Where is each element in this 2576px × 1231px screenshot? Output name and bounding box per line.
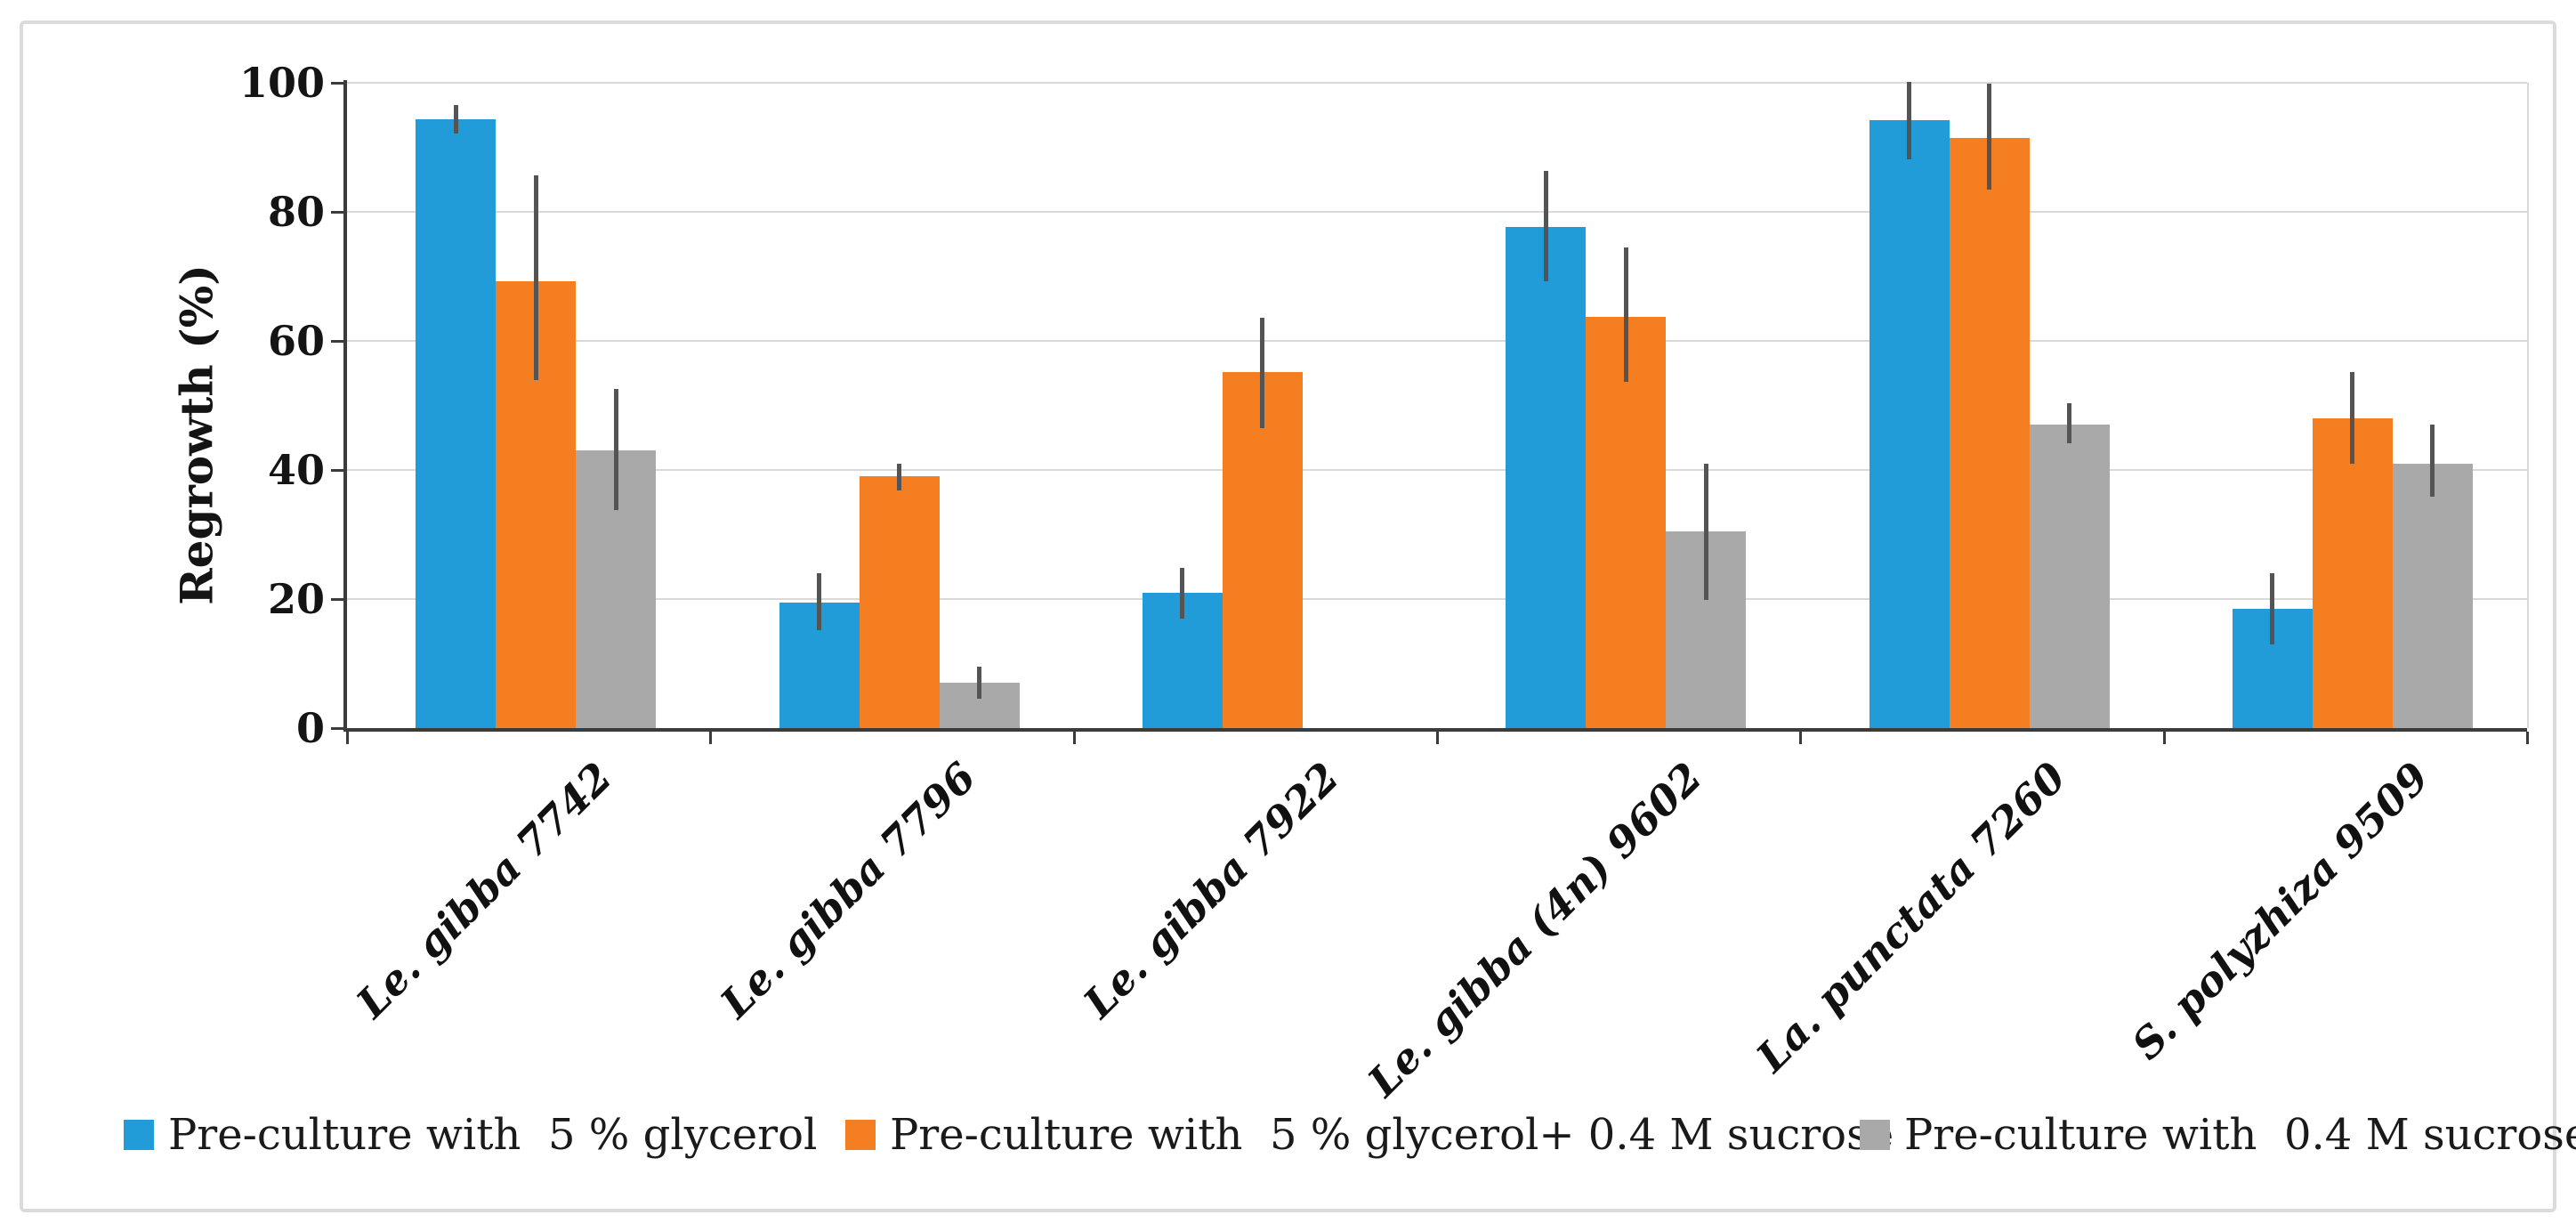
x-tick-6 <box>2526 732 2529 744</box>
gridline-80 <box>347 211 2527 213</box>
error-bar <box>1623 247 1628 383</box>
bar <box>2312 418 2393 728</box>
bar <box>859 476 940 728</box>
y-tick-label-40: 40 <box>267 446 325 494</box>
error-bar <box>453 105 458 134</box>
legend-label: Pre-culture with 5 % glycerol <box>168 1110 818 1160</box>
legend-swatch-icon <box>1860 1120 1890 1150</box>
y-axis-title: Regrowth (%) <box>170 264 223 605</box>
y-tick-40 <box>331 469 343 472</box>
gridline-40 <box>347 469 2527 471</box>
legend-item: Pre-culture with 0.4 M sucrose <box>1860 1113 2576 1157</box>
plot-right-border <box>2527 83 2529 728</box>
y-tick-label-60: 60 <box>267 317 325 365</box>
y-axis <box>343 80 347 732</box>
legend-label: Pre-culture with 5 % glycerol+ 0.4 M suc… <box>890 1110 1894 1160</box>
error-bar <box>533 174 538 381</box>
figure-border: Regrowth (%) 0 20 40 60 80 100 Le. gibba 7742 L… <box>20 20 2576 1212</box>
gridline-100 <box>347 82 2527 84</box>
legend-swatch-icon <box>124 1120 154 1150</box>
legend-item: Pre-culture with 5 % glycerol <box>124 1113 817 1157</box>
y-tick-label-0: 0 <box>295 704 325 752</box>
x-axis <box>343 728 2527 732</box>
bar <box>1869 120 1950 728</box>
error-bar <box>1907 81 1911 160</box>
bar <box>2392 463 2473 728</box>
x-tick-3 <box>1436 732 1439 744</box>
error-bar <box>2430 425 2435 498</box>
gridline-20 <box>347 598 2527 600</box>
error-bar <box>2270 573 2275 644</box>
y-tick-label-100: 100 <box>238 59 325 107</box>
bar <box>1506 227 1587 728</box>
legend-swatch-icon <box>845 1120 876 1150</box>
error-bar <box>1543 170 1548 282</box>
error-bar <box>1703 464 1708 601</box>
legend-label: Pre-culture with 0.4 M sucrose <box>1904 1110 2576 1160</box>
error-bar <box>977 667 981 699</box>
error-bar <box>817 573 821 630</box>
x-tick-4 <box>1799 732 1803 744</box>
bar <box>416 118 497 728</box>
bar <box>1586 317 1667 728</box>
x-tick-0 <box>346 732 349 744</box>
bar <box>1949 138 2030 728</box>
bar <box>1222 371 1303 728</box>
x-tick-1 <box>709 732 713 744</box>
y-tick-100 <box>331 82 343 85</box>
error-bar <box>897 464 901 491</box>
error-bar <box>1987 83 1991 190</box>
x-tick-2 <box>1072 732 1076 744</box>
y-tick-20 <box>331 598 343 601</box>
legend-item: Pre-culture with 5 % glycerol+ 0.4 M suc… <box>845 1113 1894 1157</box>
error-bar <box>2350 371 2355 464</box>
gridline-60 <box>347 340 2527 342</box>
error-bar <box>2067 403 2071 443</box>
y-tick-80 <box>331 211 343 214</box>
x-tick-5 <box>2162 732 2166 744</box>
y-tick-label-80: 80 <box>267 188 325 236</box>
y-tick-label-20: 20 <box>267 575 325 623</box>
error-bar <box>613 389 618 510</box>
error-bar <box>1260 317 1265 428</box>
y-tick-0 <box>331 727 343 730</box>
y-tick-60 <box>331 340 343 343</box>
error-bar <box>1180 568 1185 619</box>
bar <box>2029 425 2110 728</box>
